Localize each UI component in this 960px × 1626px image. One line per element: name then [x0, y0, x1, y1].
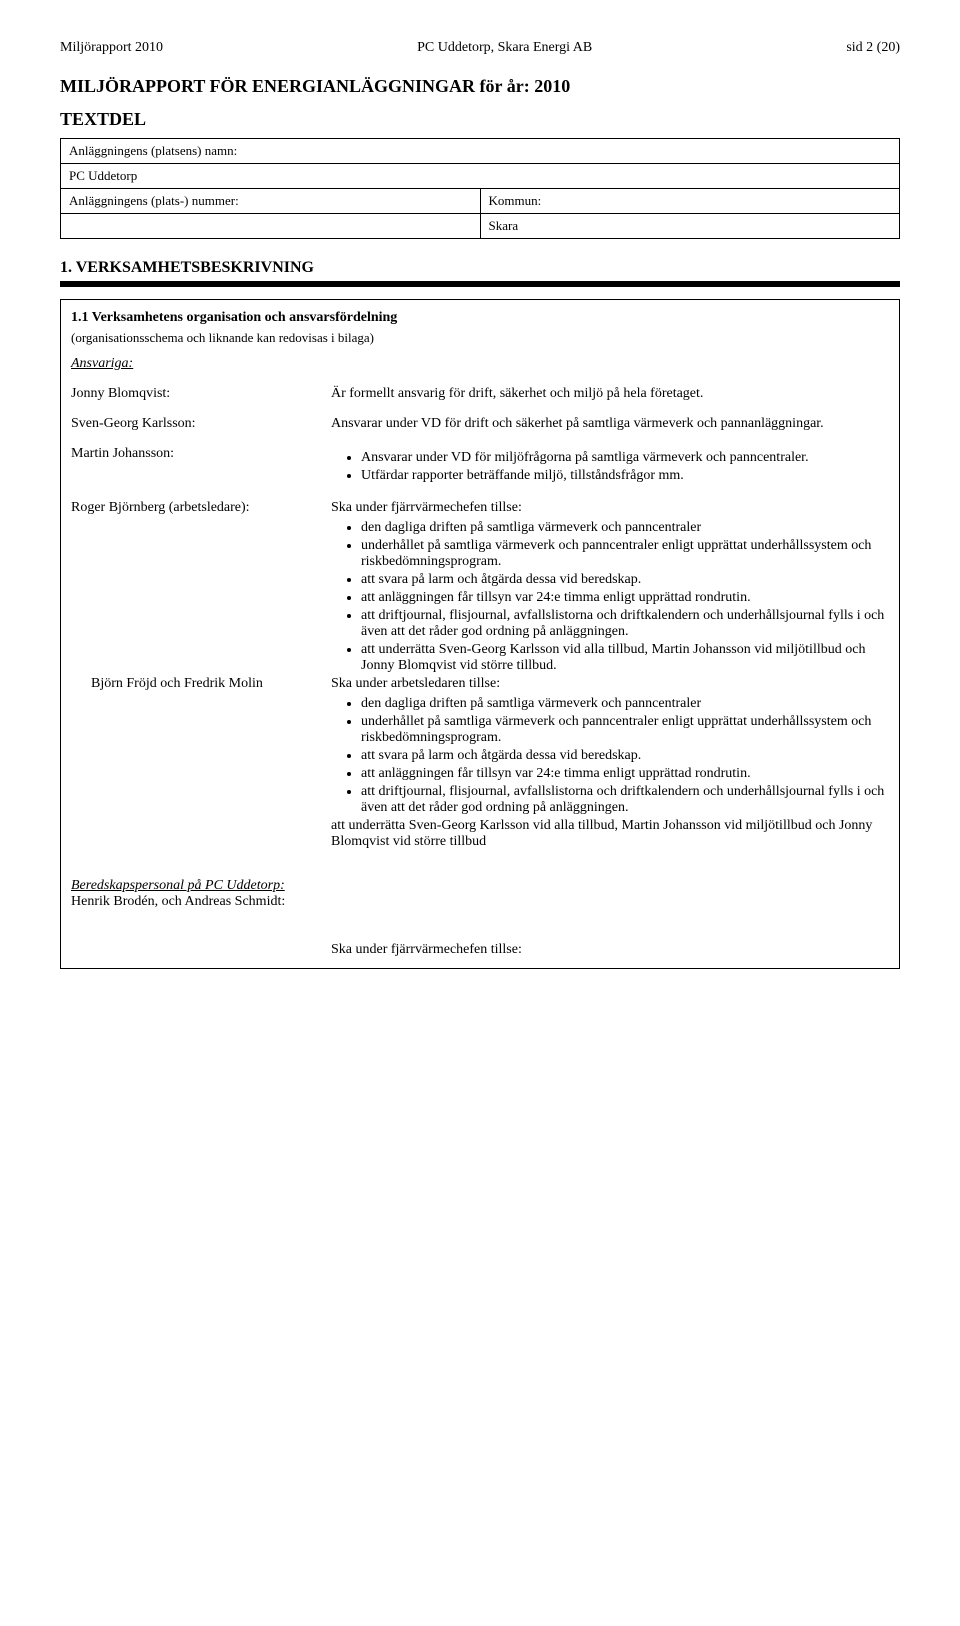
list-item: underhållet på samtliga värmeverk och pa… — [361, 714, 889, 746]
person-name: Jonny Blomqvist: — [71, 386, 331, 402]
intro-table: Anläggningens (platsens) namn: PC Uddeto… — [60, 138, 900, 239]
final-line: Ska under fjärrvärmechefen tillse: — [331, 942, 889, 958]
person-name: Roger Björnberg (arbetsledare): — [71, 500, 331, 676]
header-left: Miljörapport 2010 — [60, 40, 163, 56]
role-heading: Ska under arbetsledaren tillse: — [331, 676, 889, 692]
list-item: underhållet på samtliga värmeverk och pa… — [361, 538, 889, 570]
list-item: att driftjournal, flisjournal, avfallsli… — [361, 784, 889, 816]
tail-text: att underrätta Sven-Georg Karlsson vid a… — [331, 818, 889, 850]
facility-number-value — [61, 214, 481, 239]
person-desc: Är formellt ansvarig för drift, säkerhet… — [331, 386, 889, 402]
bullet-list: den dagliga driften på samtliga värmever… — [331, 520, 889, 674]
list-item: den dagliga driften på samtliga värmever… — [361, 520, 889, 536]
content-box: 1.1 Verksamhetens organisation och ansva… — [60, 299, 900, 969]
person-row-bjorn: Björn Fröjd och Fredrik Molin Ska under … — [71, 676, 889, 850]
section-bar — [60, 281, 900, 287]
list-item: att svara på larm och åtgärda dessa vid … — [361, 572, 889, 588]
list-item: Ansvarar under VD för miljöfrågorna på s… — [361, 450, 889, 466]
person-row: Sven-Georg Karlsson: Ansvarar under VD f… — [71, 416, 889, 432]
facility-number-label: Anläggningens (plats-) nummer: — [61, 189, 481, 214]
list-item: att underrätta Sven-Georg Karlsson vid a… — [361, 642, 889, 674]
list-item: Utfärdar rapporter beträffande miljö, ti… — [361, 468, 889, 484]
section-1-header: 1. VERKSAMHETSBESKRIVNING — [60, 259, 900, 277]
page-header: Miljörapport 2010 PC Uddetorp, Skara Ene… — [60, 40, 900, 56]
facility-name-label: Anläggningens (platsens) namn: — [61, 139, 900, 164]
subtitle: TEXTDEL — [60, 109, 900, 130]
sub-heading-1-1: 1.1 Verksamhetens organisation och ansva… — [71, 310, 889, 326]
ansvariga-label: Ansvariga: — [71, 356, 889, 372]
person-name: Sven-Georg Karlsson: — [71, 416, 331, 432]
kommun-value: Skara — [480, 214, 900, 239]
bullet-list: Ansvarar under VD för miljöfrågorna på s… — [331, 450, 889, 484]
role-heading: Ska under fjärrvärmechefen tillse: — [331, 500, 889, 516]
list-item: att anläggningen får tillsyn var 24:e ti… — [361, 590, 889, 606]
list-item: att svara på larm och åtgärda dessa vid … — [361, 748, 889, 764]
person-desc: Ansvarar under VD för drift och säkerhet… — [331, 416, 889, 432]
list-item: den dagliga driften på samtliga värmever… — [361, 696, 889, 712]
sub-desc: (organisationsschema och liknande kan re… — [71, 330, 889, 346]
bullet-list: den dagliga driften på samtliga värmever… — [331, 696, 889, 816]
person-desc: Ska under arbetsledaren tillse: den dagl… — [331, 676, 889, 850]
person-desc: Ansvarar under VD för miljöfrågorna på s… — [331, 446, 889, 486]
main-title: MILJÖRAPPORT FÖR ENERGIANLÄGGNINGAR för … — [60, 76, 900, 97]
facility-name-value: PC Uddetorp — [61, 164, 900, 189]
header-center: PC Uddetorp, Skara Energi AB — [417, 40, 592, 56]
kommun-label: Kommun: — [480, 189, 900, 214]
header-right: sid 2 (20) — [846, 40, 900, 56]
beredskap-name: Henrik Brodén, och Andreas Schmidt: — [71, 894, 889, 910]
list-item: att anläggningen får tillsyn var 24:e ti… — [361, 766, 889, 782]
person-row-martin: Martin Johansson: Ansvarar under VD för … — [71, 446, 889, 486]
person-name: Martin Johansson: — [71, 446, 331, 486]
person-row-roger: Roger Björnberg (arbetsledare): Ska unde… — [71, 500, 889, 676]
person-row: Jonny Blomqvist: Är formellt ansvarig fö… — [71, 386, 889, 402]
list-item: att driftjournal, flisjournal, avfallsli… — [361, 608, 889, 640]
beredskap-label: Beredskapspersonal på PC Uddetorp: — [71, 878, 889, 894]
person-desc: Ska under fjärrvärmechefen tillse: den d… — [331, 500, 889, 676]
person-name: Björn Fröjd och Fredrik Molin — [71, 676, 331, 850]
